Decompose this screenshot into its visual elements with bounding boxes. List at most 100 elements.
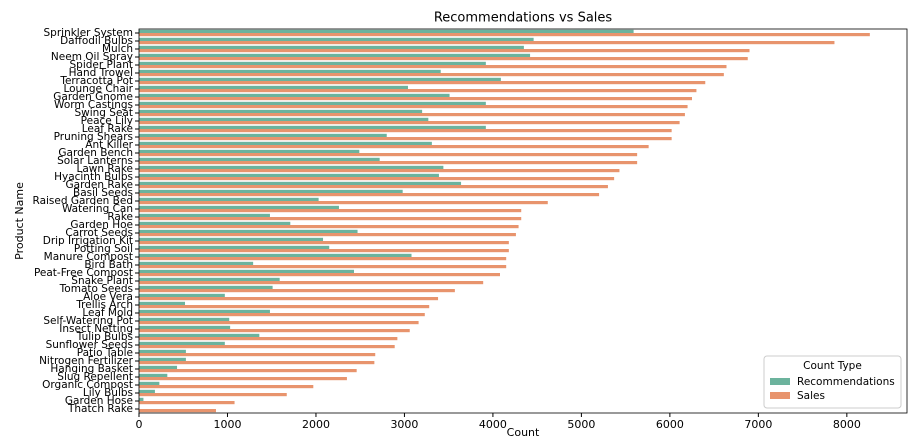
bar [139, 101, 486, 105]
bar [139, 237, 324, 241]
y-tick-label: Leaf Mold [82, 307, 133, 319]
plot-frame [138, 28, 908, 414]
bar [139, 241, 509, 245]
bar [139, 365, 178, 369]
bar [139, 317, 230, 321]
bar [139, 381, 160, 385]
bar [139, 193, 600, 197]
y-tick-label: Daffodil Bulbs [60, 35, 133, 47]
x-tick-label: 5000 [567, 418, 595, 431]
bar [139, 285, 273, 289]
bar [139, 253, 412, 257]
bar [139, 45, 524, 49]
x-axis-label: Count [507, 426, 540, 437]
y-tick-label: Rake [107, 211, 133, 223]
bar [139, 77, 501, 81]
bar [139, 61, 486, 65]
bar [139, 97, 692, 101]
bar [139, 137, 672, 141]
bar [139, 165, 444, 169]
bar [139, 321, 419, 325]
y-tick-label: Watering Can [62, 203, 133, 215]
bar [139, 81, 706, 85]
bar [139, 361, 375, 365]
y-tick-label: Drip Irrigation Kit [43, 235, 133, 247]
bar [139, 173, 439, 177]
bar [139, 337, 398, 341]
x-tick-label: 0 [136, 418, 143, 431]
y-tick-label: Garden Hose [65, 395, 133, 407]
bar [139, 345, 395, 349]
bar [139, 29, 634, 33]
bar [139, 85, 408, 89]
y-tick-label: Lily Bulbs [83, 387, 133, 399]
x-tick-label: 2000 [302, 418, 330, 431]
y-tick-label: Trellis Arch [75, 299, 133, 311]
chart-title: Recommendations vs Sales [434, 11, 613, 26]
bar [139, 341, 225, 345]
bar [139, 53, 531, 57]
bar [139, 313, 425, 317]
y-tick-label: Garden Rake [66, 179, 134, 191]
bar [139, 157, 380, 161]
bar [139, 309, 270, 313]
bar [139, 325, 231, 329]
bar [139, 393, 287, 397]
bar [139, 201, 548, 205]
y-tick-label: Thatch Rake [67, 403, 133, 415]
y-tick-label: Swing Seat [74, 107, 133, 119]
bar [139, 209, 522, 213]
y-tick-label: Pruning Shears [54, 131, 133, 143]
y-tick-label: Hanging Basket [50, 363, 133, 375]
x-tick-label: 3000 [390, 418, 418, 431]
bar [139, 281, 484, 285]
bar [139, 69, 441, 73]
x-tick-label: 7000 [744, 418, 772, 431]
y-tick-label: Peat-Free Compost [34, 267, 133, 279]
bar [139, 249, 509, 253]
bar [139, 73, 724, 77]
bar [139, 185, 608, 189]
bar [139, 301, 186, 305]
y-tick-label: Mulch [102, 43, 133, 55]
bar [139, 269, 355, 273]
bar [139, 385, 314, 389]
y-tick-label: Potting Soil [74, 243, 133, 255]
legend-swatch [770, 378, 790, 385]
y-tick-label: Peace Lily [81, 115, 133, 127]
y-tick-label: Snake Plant [71, 275, 133, 287]
bar [139, 145, 649, 149]
y-tick-label: Sunflower Seeds [46, 339, 133, 351]
bar [139, 289, 455, 293]
bar [139, 33, 870, 37]
bar [139, 261, 254, 265]
y-tick-label: Slug Repellent [57, 371, 133, 383]
bar [139, 109, 423, 113]
bar [139, 113, 685, 117]
bar [139, 141, 432, 145]
y-tick-label: Carrot Seeds [65, 227, 133, 239]
legend-label: Sales [797, 390, 825, 402]
y-tick-label: Hyacinth Bulbs [54, 171, 133, 183]
bar [139, 353, 376, 357]
x-tick-label: 4000 [479, 418, 507, 431]
bar [139, 205, 339, 209]
bar [139, 397, 144, 401]
y-tick-label: Worm Castings [54, 99, 133, 111]
bar [139, 117, 429, 121]
bar [139, 357, 186, 361]
bar [139, 221, 291, 225]
y-tick-label: Tulip Bulbs [76, 331, 133, 343]
bar [139, 181, 462, 185]
bar [139, 229, 358, 233]
bar [139, 217, 522, 221]
y-tick-label: Basil Seeds [73, 187, 133, 199]
bar [139, 65, 727, 69]
y-tick-label: Spider Plant [70, 59, 133, 71]
bar [139, 293, 225, 297]
y-tick-label: Terracotta Pot [59, 75, 133, 87]
bar [139, 225, 519, 229]
bar [139, 161, 638, 165]
x-tick-label: 6000 [656, 418, 684, 431]
y-tick-label: Solar Lanterns [57, 155, 133, 167]
